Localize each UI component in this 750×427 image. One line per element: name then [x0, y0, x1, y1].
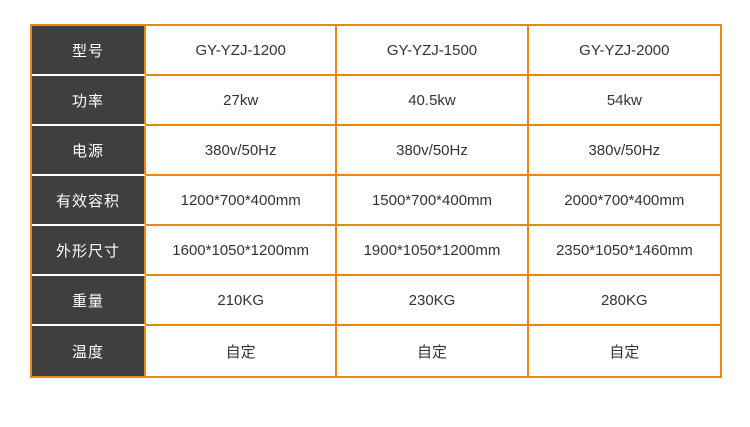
table-row-temperature: 温度 自定 自定 自定 [32, 326, 720, 376]
table-row-weight: 重量 210KG 230KG 280KG [32, 276, 720, 326]
spec-cell-model-3: GY-YZJ-2000 [528, 26, 720, 76]
spec-cell-power-2: 40.5kw [337, 76, 529, 126]
spec-cell-effective-volume-2: 1500*700*400mm [337, 176, 529, 226]
spec-cell-temperature-2: 自定 [337, 326, 529, 376]
table-row-model: 型号 GY-YZJ-1200 GY-YZJ-1500 GY-YZJ-2000 [32, 26, 720, 76]
spec-cell-effective-volume-1: 1200*700*400mm [146, 176, 338, 226]
row-header-outer-dimensions: 外形尺寸 [32, 226, 146, 276]
spec-cell-temperature-3: 自定 [528, 326, 720, 376]
spec-cell-weight-1: 210KG [146, 276, 338, 326]
spec-cell-power-3: 54kw [528, 76, 720, 126]
spec-cell-temperature-1: 自定 [146, 326, 338, 376]
spec-cell-model-1: GY-YZJ-1200 [146, 26, 338, 76]
spec-cell-outer-dimensions-2: 1900*1050*1200mm [337, 226, 529, 276]
spec-cell-weight-2: 230KG [337, 276, 529, 326]
row-header-power: 功率 [32, 76, 146, 126]
table-row-power-supply: 电源 380v/50Hz 380v/50Hz 380v/50Hz [32, 126, 720, 176]
spec-cell-weight-3: 280KG [528, 276, 720, 326]
product-spec-table: 型号 GY-YZJ-1200 GY-YZJ-1500 GY-YZJ-2000 功… [30, 24, 722, 378]
table-row-effective-volume: 有效容积 1200*700*400mm 1500*700*400mm 2000*… [32, 176, 720, 226]
table-row-power: 功率 27kw 40.5kw 54kw [32, 76, 720, 126]
spec-cell-power-supply-2: 380v/50Hz [337, 126, 529, 176]
row-header-weight: 重量 [32, 276, 146, 326]
spec-cell-power-supply-1: 380v/50Hz [146, 126, 338, 176]
row-header-effective-volume: 有效容积 [32, 176, 146, 226]
row-header-power-supply: 电源 [32, 126, 146, 176]
spec-cell-outer-dimensions-3: 2350*1050*1460mm [528, 226, 720, 276]
row-header-temperature: 温度 [32, 326, 146, 376]
spec-cell-effective-volume-3: 2000*700*400mm [528, 176, 720, 226]
spec-cell-power-supply-3: 380v/50Hz [528, 126, 720, 176]
spec-cell-outer-dimensions-1: 1600*1050*1200mm [146, 226, 338, 276]
spec-cell-model-2: GY-YZJ-1500 [337, 26, 529, 76]
row-header-model: 型号 [32, 26, 146, 76]
table-row-outer-dimensions: 外形尺寸 1600*1050*1200mm 1900*1050*1200mm 2… [32, 226, 720, 276]
spec-cell-power-1: 27kw [146, 76, 338, 126]
